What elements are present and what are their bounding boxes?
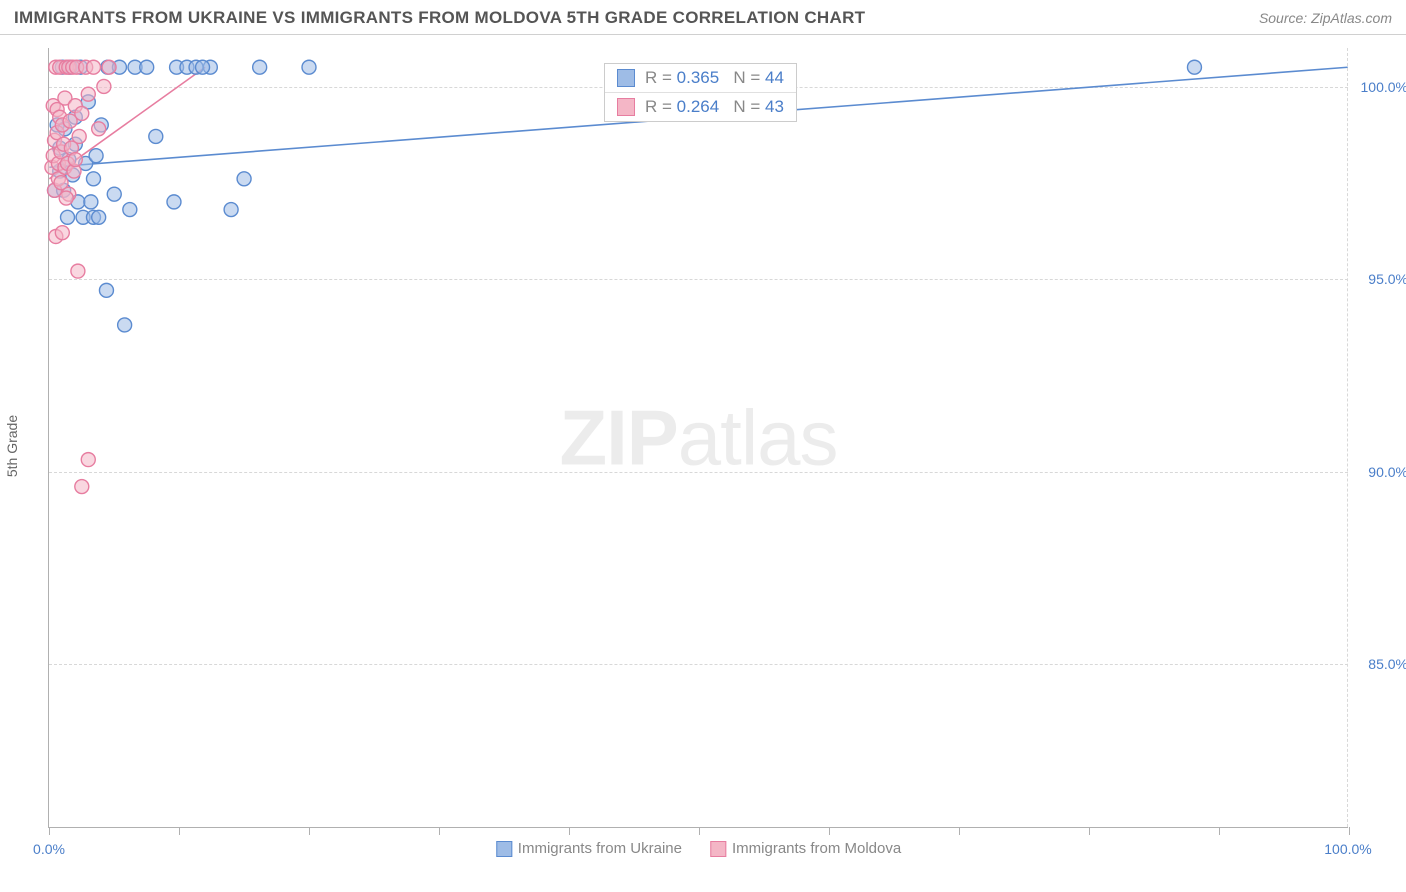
x-tick (1219, 827, 1220, 835)
bottom-legend: Immigrants from Ukraine Immigrants from … (496, 840, 901, 857)
x-tick (829, 827, 830, 835)
x-tick (179, 827, 180, 835)
x-tick (699, 827, 700, 835)
chart-plot-area: ZIPatlas 85.0%90.0%95.0%100.0% 0.0% 100.… (48, 48, 1348, 828)
x-tick (439, 827, 440, 835)
scatter-svg (49, 48, 1348, 827)
stats-row-moldova: R = 0.264 N = 43 (605, 93, 796, 121)
x-tick (49, 827, 50, 835)
stats-r-moldova: R = 0.264 N = 43 (645, 97, 784, 117)
y-tick-label: 90.0% (1353, 464, 1406, 480)
chart-title: IMMIGRANTS FROM UKRAINE VS IMMIGRANTS FR… (14, 8, 865, 28)
data-point-ukraine (84, 195, 98, 209)
stats-row-ukraine: R = 0.365 N = 44 (605, 64, 796, 93)
data-point-ukraine (89, 149, 103, 163)
source-attribution: Source: ZipAtlas.com (1259, 10, 1392, 26)
legend-swatch-moldova (710, 841, 726, 857)
data-point-ukraine (149, 129, 163, 143)
stats-r-ukraine: R = 0.365 N = 44 (645, 68, 784, 88)
x-tick (1089, 827, 1090, 835)
data-point-ukraine (1187, 60, 1201, 74)
data-point-moldova (75, 480, 89, 494)
data-point-moldova (81, 453, 95, 467)
legend-label-ukraine: Immigrants from Ukraine (518, 840, 682, 857)
x-axis-max-label: 100.0% (1324, 841, 1371, 857)
legend-item-moldova: Immigrants from Moldova (710, 840, 901, 857)
x-tick (569, 827, 570, 835)
source-prefix: Source: (1259, 10, 1311, 26)
legend-swatch-ukraine (496, 841, 512, 857)
data-point-moldova (71, 264, 85, 278)
data-point-ukraine (92, 210, 106, 224)
data-point-ukraine (99, 283, 113, 297)
data-point-ukraine (237, 172, 251, 186)
x-tick (309, 827, 310, 835)
legend-item-ukraine: Immigrants from Ukraine (496, 840, 682, 857)
data-point-moldova (59, 191, 73, 205)
data-point-ukraine (86, 172, 100, 186)
data-point-ukraine (196, 60, 210, 74)
title-bar: IMMIGRANTS FROM UKRAINE VS IMMIGRANTS FR… (0, 0, 1406, 35)
data-point-moldova (68, 153, 82, 167)
data-point-moldova (55, 226, 69, 240)
y-tick-label: 100.0% (1353, 79, 1406, 95)
data-point-ukraine (61, 210, 75, 224)
data-point-ukraine (123, 203, 137, 217)
x-tick (1349, 827, 1350, 835)
data-point-moldova (81, 87, 95, 101)
data-point-moldova (102, 60, 116, 74)
correlation-stats-box: R = 0.365 N = 44 R = 0.264 N = 43 (604, 63, 797, 122)
stats-swatch-moldova (617, 98, 635, 116)
data-point-moldova (97, 79, 111, 93)
data-point-ukraine (302, 60, 316, 74)
y-tick-label: 95.0% (1353, 271, 1406, 287)
x-tick (959, 827, 960, 835)
y-tick-label: 85.0% (1353, 656, 1406, 672)
legend-label-moldova: Immigrants from Moldova (732, 840, 901, 857)
data-point-ukraine (253, 60, 267, 74)
data-point-ukraine (107, 187, 121, 201)
y-axis-title: 5th Grade (4, 415, 20, 477)
data-point-moldova (75, 106, 89, 120)
data-point-moldova (92, 122, 106, 136)
source-link[interactable]: ZipAtlas.com (1311, 10, 1392, 26)
stats-swatch-ukraine (617, 69, 635, 87)
data-point-ukraine (224, 203, 238, 217)
data-point-moldova (72, 129, 86, 143)
data-point-ukraine (140, 60, 154, 74)
x-axis-min-label: 0.0% (33, 841, 65, 857)
data-point-ukraine (118, 318, 132, 332)
data-point-moldova (86, 60, 100, 74)
data-point-ukraine (167, 195, 181, 209)
